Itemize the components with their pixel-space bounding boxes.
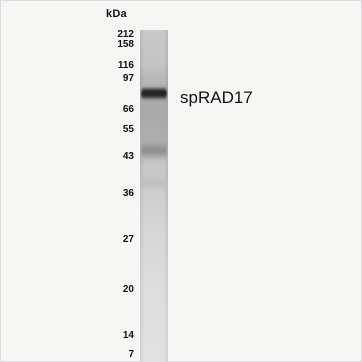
marker-label-116: 116 [117, 60, 134, 71]
marker-label-158: 158 [117, 39, 134, 50]
marker-label-7: 7 [128, 349, 134, 360]
lane-edge-shading [140, 30, 168, 362]
faint-band [142, 180, 166, 186]
protein-band-label: spRAD17 [180, 88, 253, 107]
marker-label-212: 212 [117, 29, 134, 40]
kda-unit-label: kDa [106, 8, 127, 20]
marker-label-66: 66 [122, 104, 134, 115]
marker-label-97: 97 [122, 73, 134, 84]
main-protein-band-core [142, 91, 166, 95]
blot-lane [140, 30, 168, 362]
marker-label-20: 20 [122, 284, 134, 295]
secondary-band [141, 146, 167, 156]
marker-label-36: 36 [122, 188, 134, 199]
marker-label-27: 27 [122, 234, 134, 245]
marker-label-43: 43 [122, 151, 134, 162]
marker-label-55: 55 [122, 124, 134, 135]
marker-label-14: 14 [122, 330, 134, 341]
lane-smear [141, 100, 167, 150]
